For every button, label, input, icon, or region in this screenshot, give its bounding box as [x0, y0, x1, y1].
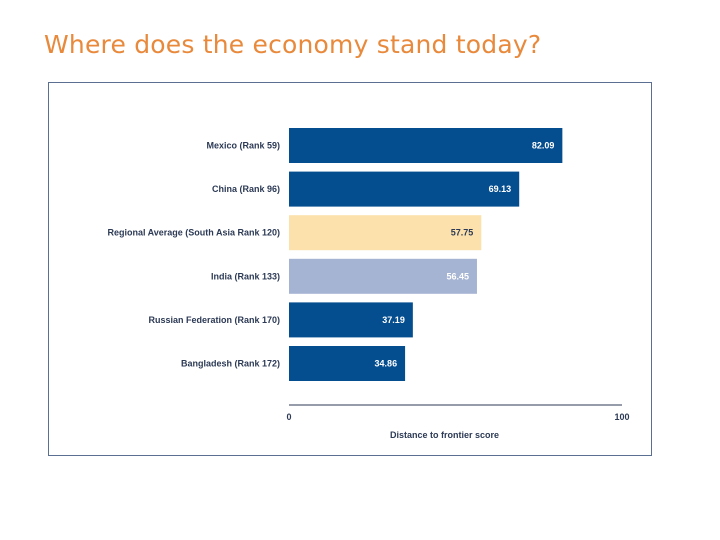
bar-4	[289, 302, 413, 338]
bar-5	[289, 346, 406, 381]
value-label-1: 69.13	[489, 184, 512, 194]
category-labels-group: Mexico (Rank 59) China (Rank 96) Regional …	[107, 141, 280, 369]
category-label-2: Regional Average (South Asia Rank 120)	[107, 228, 280, 238]
value-label-0: 82.09	[532, 141, 555, 151]
bar-3	[289, 258, 477, 294]
x-tick-label-min: 0	[286, 412, 291, 422]
category-label-5: Bangladesh (Rank 172)	[181, 359, 280, 369]
slide-title: Where does the economy stand today?	[44, 30, 542, 59]
value-label-2: 57.75	[451, 228, 474, 238]
x-tick-label-max: 100	[614, 412, 629, 422]
value-labels-group: 82.09 69.13 57.75 56.45 37.19 34.86	[375, 141, 555, 369]
value-label-4: 37.19	[382, 315, 405, 325]
bar-2	[289, 215, 482, 251]
category-label-1: China (Rank 96)	[212, 184, 280, 194]
x-axis-title: Distance to frontier score	[390, 430, 499, 440]
value-label-5: 34.86	[375, 359, 398, 369]
bars-group	[289, 128, 563, 381]
bar-0	[289, 128, 563, 163]
category-label-3: India (Rank 133)	[211, 271, 280, 281]
bar-1	[289, 171, 520, 207]
value-label-3: 56.45	[446, 271, 469, 281]
category-label-0: Mexico (Rank 59)	[206, 141, 280, 151]
category-label-4: Russian Federation (Rank 170)	[148, 315, 280, 325]
